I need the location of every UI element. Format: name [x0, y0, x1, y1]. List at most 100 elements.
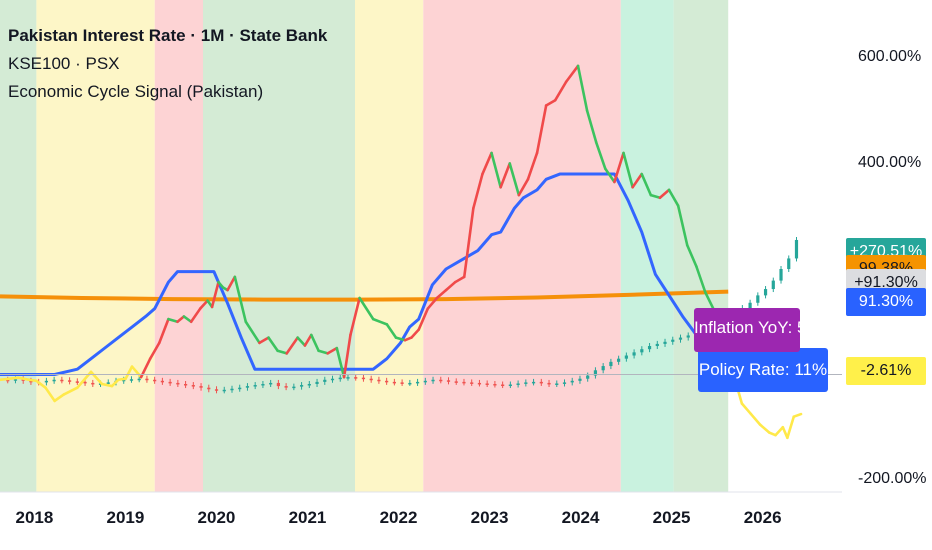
kse100-candle-59: [454, 381, 458, 383]
inflation-segment-89: [786, 415, 796, 440]
inflation-segment-19: [176, 315, 186, 324]
inflation-segment-59: [517, 178, 530, 197]
kse100-candle-50: [385, 380, 389, 383]
x-tick-label: 2025: [652, 508, 691, 527]
inflation-segment-39: [335, 346, 346, 379]
inflation-segment-13: [124, 365, 134, 381]
x-tick-label: 2023: [470, 508, 509, 527]
inflation-segment-84: [749, 412, 762, 426]
kse100-candle-73: [562, 382, 567, 384]
kse100-candle-14: [106, 382, 110, 384]
inflation-segment-71: [631, 172, 644, 189]
inflation-segment-16: [148, 341, 161, 360]
symbol-line[interactable]: KSE100 · PSX: [8, 54, 120, 73]
kse100-candle-83: [640, 349, 644, 353]
kse100-candle-89: [686, 335, 690, 338]
x-tick-label: 2019: [106, 508, 145, 527]
kse100-candle-81: [624, 355, 628, 359]
kse100-candle-40: [307, 383, 311, 386]
inflation-segment-22: [198, 299, 209, 310]
phase-band-0: [0, 0, 37, 492]
kse100-candle-8: [60, 379, 64, 382]
kse100-candle-56: [431, 379, 435, 382]
inflation-segment-34: [296, 336, 307, 347]
inflation-segment-28: [233, 275, 248, 324]
kse100-candle-80: [617, 358, 621, 362]
kse100-candle-32: [245, 386, 250, 388]
inflation-segment-43: [371, 317, 389, 326]
kse100-candle-57: [439, 379, 443, 382]
kse100-candle-62: [477, 382, 482, 385]
phase-band-7: [673, 0, 729, 492]
policy-rate-line: [0, 172, 711, 376]
inflation-segment-62: [544, 98, 557, 107]
inflation-segment-21: [189, 307, 202, 324]
kse100-candle-82: [632, 352, 636, 356]
inflation-segment-35: [303, 333, 313, 347]
kse100-candle-37: [284, 386, 288, 388]
kse100-candle-17: [129, 379, 134, 381]
kse100-candle-61: [470, 382, 474, 384]
phase-band-2: [154, 0, 203, 492]
inflation-segment-87: [774, 425, 785, 437]
inflation-segment-33: [285, 336, 299, 355]
inflation-segment-56: [490, 151, 502, 189]
indicator-line[interactable]: Economic Cycle Signal (Pakistan): [8, 82, 264, 101]
inflation-segment-60: [526, 151, 539, 181]
inflation-segment-69: [613, 151, 625, 184]
y-tick-label: 600.00%: [858, 48, 922, 65]
inflation-segment-10: [100, 382, 114, 388]
inflation-segment-45: [394, 336, 407, 342]
inflation-segment-51: [444, 280, 457, 292]
kse100-candle-66: [508, 384, 512, 387]
inflation-segment-4: [35, 379, 47, 389]
inflation-segment-11: [110, 378, 120, 388]
kse100-candle-10: [75, 381, 79, 383]
inflation-segment-63: [553, 80, 568, 102]
kse100-candle-64: [493, 383, 497, 386]
kse100-candle-23: [176, 382, 180, 385]
kse100-candle-19: [145, 378, 149, 381]
x-tick-label: 2022: [379, 508, 418, 527]
kse100-candle-76: [586, 375, 590, 379]
inflation-segment-32: [276, 349, 289, 355]
kse100-candle-2: [13, 379, 18, 381]
kse100-candle-100: [771, 280, 775, 290]
y-tick-label: 400.00%: [858, 153, 922, 171]
kse100-candle-98: [756, 295, 760, 303]
indicator-lines: [0, 64, 803, 440]
inflation-segment-18: [167, 317, 179, 324]
inflation-segment-58: [508, 162, 521, 197]
kse100-candle-4: [29, 380, 33, 383]
inflation-segment-66: [585, 109, 598, 144]
kse100-candle-6: [44, 380, 48, 383]
inflation-segment-9: [89, 370, 104, 386]
kse100-candle-26: [199, 386, 203, 388]
inflation-segment-48: [417, 307, 430, 331]
inflation-segment-37: [317, 349, 329, 355]
kse100-candle-1: [6, 379, 10, 382]
kse100-candle-102: [787, 258, 791, 269]
inflation-segment-90: [792, 412, 803, 419]
chart-title[interactable]: Pakistan Interest Rate · 1M · State Bank: [8, 26, 328, 45]
kse100-candle-16: [122, 379, 126, 382]
kse100-candle-34: [261, 383, 265, 386]
kse100-candle-87: [671, 339, 675, 342]
inflation-segment-30: [258, 336, 270, 345]
inflation-segment-20: [182, 315, 193, 324]
inflation-segment-2: [16, 376, 31, 382]
inflation-segment-38: [326, 346, 339, 355]
inflation-segment-75: [667, 188, 680, 207]
kse100-candle-69: [531, 381, 536, 384]
kse100-candle-60: [462, 381, 466, 384]
kse100-candle-52: [400, 382, 404, 384]
avg-level-line: [0, 289, 729, 302]
inflation-annotation-label: Inflation YoY: 5.6%: [694, 318, 836, 337]
inflation-segment-42: [358, 296, 375, 321]
kse100-candle-33: [253, 385, 257, 387]
kse100-candle-51: [392, 381, 396, 384]
kse100-candle-103: [794, 239, 799, 259]
kse100-candle-48: [369, 378, 373, 381]
x-tick-label: 2026: [743, 508, 782, 527]
